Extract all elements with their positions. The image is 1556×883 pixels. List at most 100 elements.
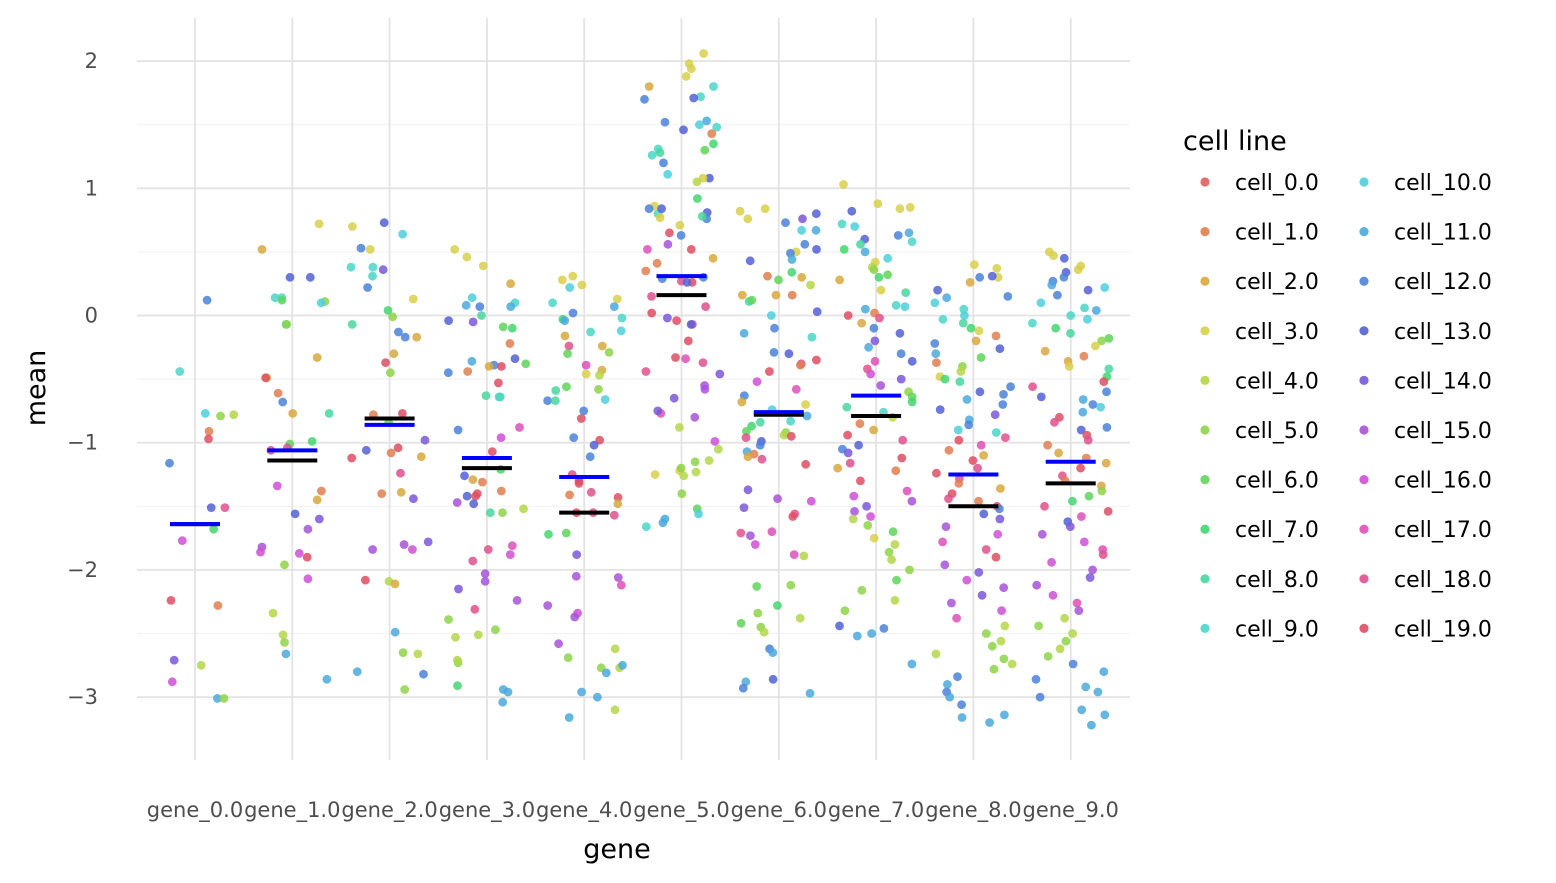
legend-entry-label: cell_8.0 [1235, 568, 1319, 593]
data-point [568, 308, 578, 318]
data-point [850, 222, 860, 231]
data-point [307, 437, 317, 446]
data-point [940, 560, 950, 570]
data-point [957, 700, 966, 710]
data-point [1049, 251, 1058, 261]
data-point [702, 116, 711, 126]
legend-swatch [1200, 177, 1210, 187]
data-point [869, 265, 879, 275]
data-point [1065, 522, 1075, 532]
data-point [907, 496, 917, 506]
legend-swatch [1359, 177, 1369, 187]
data-point [647, 292, 656, 301]
data-point [696, 92, 705, 102]
data-point [746, 531, 755, 540]
data-point [571, 571, 581, 581]
data-point [229, 410, 239, 420]
data-point [954, 479, 964, 488]
data-point [213, 694, 222, 703]
data-point [1036, 392, 1046, 402]
data-point [769, 348, 779, 357]
data-point [256, 547, 265, 557]
data-point [613, 499, 623, 509]
data-point [1085, 573, 1095, 582]
data-point [361, 445, 371, 455]
data-point [1043, 440, 1052, 450]
data-point [564, 341, 574, 351]
data-point [997, 606, 1006, 615]
legend-swatch [1359, 574, 1369, 584]
legend-entries: cell_0.0 cell_1.0 cell_2.0 cell_3.0 cell_4.0… [1200, 171, 1492, 642]
data-point [959, 304, 969, 314]
data-point [806, 496, 816, 506]
data-point [581, 360, 591, 370]
data-point [496, 433, 506, 442]
x-tick-label: gene_9.0 [1023, 798, 1119, 823]
data-point [861, 304, 870, 314]
data-point [888, 527, 898, 537]
data-point [981, 629, 991, 638]
data-point [577, 687, 586, 697]
x-tick-label: gene_6.0 [731, 798, 827, 823]
data-point [451, 632, 460, 642]
data-point [316, 298, 326, 308]
data-point [1100, 710, 1110, 720]
data-point [469, 499, 479, 509]
data-point [843, 311, 853, 320]
data-point [735, 206, 745, 216]
data-point [767, 527, 777, 537]
data-point [773, 601, 782, 610]
data-point [869, 323, 879, 333]
data-point [991, 331, 1001, 341]
data-point [1102, 387, 1111, 397]
data-point [953, 672, 962, 682]
data-point [752, 582, 762, 591]
data-point [506, 279, 515, 289]
data-point [975, 387, 985, 397]
data-point [802, 411, 812, 421]
legend-swatch [1200, 375, 1210, 385]
data-point [480, 569, 490, 579]
data-point [896, 374, 906, 384]
data-point [388, 312, 397, 322]
x-tick-label: gene_2.0 [341, 798, 437, 823]
y-tick-label: 2 [85, 49, 98, 73]
data-point [843, 430, 852, 440]
data-point [900, 302, 910, 311]
data-point [945, 692, 955, 702]
data-point [1048, 590, 1058, 600]
data-point [971, 336, 981, 346]
data-point [543, 601, 553, 610]
data-point [1099, 377, 1109, 386]
data-point [869, 425, 878, 435]
data-point [738, 683, 748, 693]
data-point [768, 648, 778, 657]
data-point [616, 326, 626, 336]
legend-swatch [1359, 227, 1369, 237]
legend-swatch [1359, 375, 1369, 385]
data-point [682, 278, 692, 287]
legend-entry-label: cell_4.0 [1235, 369, 1319, 394]
data-point [705, 173, 714, 183]
data-point [601, 668, 611, 678]
data-point [494, 378, 503, 388]
data-point [1099, 667, 1109, 677]
data-point [812, 355, 821, 365]
data-point [932, 468, 941, 478]
grid-layer [137, 18, 1130, 760]
legend-entry-label: cell_19.0 [1394, 617, 1492, 642]
data-point [845, 458, 855, 468]
data-point [610, 644, 620, 654]
data-point [1091, 341, 1100, 351]
data-point [576, 414, 586, 423]
data-point [747, 295, 757, 305]
data-point [1006, 382, 1015, 392]
data-point [953, 425, 963, 435]
data-point [477, 311, 486, 320]
data-point [454, 584, 463, 594]
data-point [876, 285, 886, 295]
legend-entry-label: cell_0.0 [1235, 171, 1319, 196]
legend-entry-label: cell_7.0 [1235, 518, 1319, 543]
data-point [497, 362, 506, 371]
data-point [847, 206, 857, 216]
